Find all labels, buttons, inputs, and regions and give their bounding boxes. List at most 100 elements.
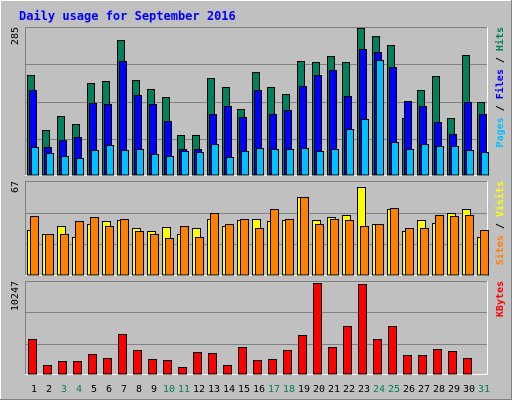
panel-middle: 67 Sites / Visits (10, 181, 506, 276)
bar-kbytes-day-23 (358, 284, 367, 375)
x-label-day-29: 29 (448, 384, 460, 395)
bar-sites-day-11 (180, 226, 189, 276)
bar-sites-day-2 (45, 234, 54, 276)
bar-sites-day-5 (90, 217, 99, 276)
legend-part-2: Visits (494, 181, 506, 217)
x-label-day-20: 20 (313, 384, 325, 395)
bar-kbytes-day-7 (118, 334, 127, 375)
x-label-day-31: 31 (478, 384, 490, 395)
bar-kbytes-day-17 (268, 359, 277, 375)
bar-kbytes-day-8 (133, 350, 142, 375)
x-label-day-26: 26 (403, 384, 415, 395)
x-label-day-23: 23 (358, 384, 370, 395)
bar-sites-day-30 (465, 215, 474, 276)
bar-kbytes-day-24 (373, 339, 382, 375)
x-label-day-17: 17 (268, 384, 280, 395)
x-label-day-24: 24 (373, 384, 385, 395)
bar-kbytes-day-28 (433, 349, 442, 375)
x-label-day-7: 7 (121, 384, 127, 395)
series-sites (30, 197, 489, 276)
bar-pages-day-24 (376, 60, 384, 176)
bar-sites-day-23 (360, 226, 369, 276)
x-label-day-10: 10 (163, 384, 175, 395)
bar-pages-day-11 (181, 151, 189, 176)
y-max-label-bottom: 10247 (10, 281, 21, 311)
bar-sites-day-4 (75, 221, 84, 276)
bar-sites-day-18 (285, 219, 294, 276)
x-label-day-15: 15 (238, 384, 250, 395)
x-label-day-8: 8 (136, 384, 142, 395)
bar-sites-day-27 (420, 228, 429, 276)
legend-part-0: Sites (494, 235, 506, 265)
bar-pages-day-5 (91, 150, 99, 176)
bar-sites-day-22 (345, 220, 354, 276)
bar-sites-day-8 (135, 231, 144, 276)
bar-kbytes-day-10 (163, 360, 172, 375)
bar-kbytes-day-26 (403, 355, 412, 375)
bar-sites-day-28 (435, 215, 444, 276)
series-kbytes (28, 283, 472, 375)
legend-part-1: / (495, 217, 506, 235)
bar-pages-day-4 (76, 158, 84, 176)
x-label-day-9: 9 (151, 384, 157, 395)
panel-top: 285 Pages / Files / Hits (10, 27, 506, 176)
x-label-day-25: 25 (388, 384, 400, 395)
bar-sites-day-19 (300, 197, 309, 276)
bar-sites-day-7 (120, 219, 129, 276)
legend-part-3: / (495, 51, 506, 69)
x-label-day-21: 21 (328, 384, 340, 395)
bar-sites-day-9 (150, 234, 159, 276)
bar-kbytes-day-22 (343, 326, 352, 375)
bar-kbytes-day-15 (238, 347, 247, 375)
bar-pages-day-30 (466, 150, 474, 176)
bar-pages-day-16 (256, 148, 264, 176)
bar-kbytes-day-30 (463, 358, 472, 375)
x-label-day-12: 12 (193, 384, 205, 395)
x-label-day-5: 5 (91, 384, 97, 395)
bar-sites-day-20 (315, 224, 324, 276)
bar-pages-day-25 (391, 142, 399, 176)
bar-pages-day-21 (331, 149, 339, 176)
bar-pages-day-14 (226, 157, 234, 176)
x-label-day-16: 16 (253, 384, 265, 395)
bar-pages-day-31 (481, 152, 489, 176)
x-label-day-22: 22 (343, 384, 355, 395)
x-label-day-11: 11 (178, 384, 190, 395)
bar-pages-day-29 (451, 146, 459, 176)
bar-sites-day-21 (330, 219, 339, 276)
bar-kbytes-day-27 (418, 355, 427, 375)
bar-kbytes-day-16 (253, 360, 262, 375)
legend-label-top: Pages / Files / Hits (494, 27, 506, 147)
bar-kbytes-day-21 (328, 347, 337, 375)
bar-pages-day-18 (286, 149, 294, 176)
bar-pages-day-15 (241, 151, 249, 176)
legend-part-0: KBytes (495, 281, 506, 317)
bar-kbytes-day-12 (193, 352, 202, 375)
x-label-day-30: 30 (463, 384, 475, 395)
bar-kbytes-day-19 (298, 335, 307, 375)
bar-sites-day-26 (405, 228, 414, 276)
bar-pages-day-22 (346, 129, 354, 176)
bar-sites-day-25 (390, 208, 399, 276)
bar-pages-day-23 (361, 119, 369, 176)
x-label-day-28: 28 (433, 384, 445, 395)
bar-pages-day-6 (106, 145, 114, 176)
bar-kbytes-day-11 (178, 367, 187, 375)
bar-pages-day-1 (31, 147, 39, 176)
x-label-day-2: 2 (46, 384, 52, 395)
bar-kbytes-day-6 (103, 358, 112, 375)
bar-pages-day-3 (61, 156, 69, 176)
bar-pages-day-17 (271, 149, 279, 176)
x-label-day-4: 4 (76, 384, 82, 395)
legend-part-1: / (495, 99, 506, 117)
bar-pages-day-8 (136, 149, 144, 176)
bar-pages-day-20 (316, 151, 324, 176)
x-label-day-3: 3 (61, 384, 67, 395)
x-label-day-27: 27 (418, 384, 430, 395)
bar-sites-day-3 (60, 234, 69, 276)
x-label-day-6: 6 (106, 384, 112, 395)
x-label-day-18: 18 (283, 384, 295, 395)
x-label-day-19: 19 (298, 384, 310, 395)
bar-kbytes-day-2 (43, 365, 52, 375)
